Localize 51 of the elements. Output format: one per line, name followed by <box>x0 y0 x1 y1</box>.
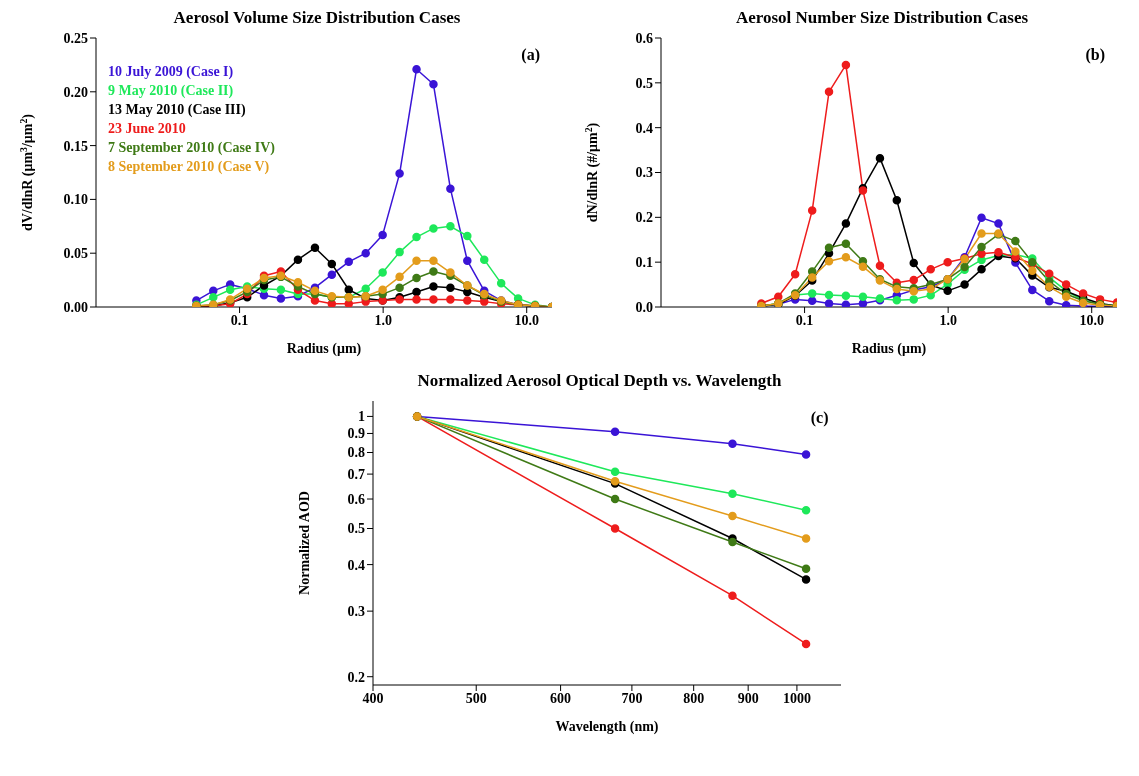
text: 8 September 2010 (Case V) <box>108 158 271 176</box>
x-tick-label: 1000 <box>782 690 811 706</box>
y-axis-title: Normalized AOD <box>296 491 312 595</box>
x-tick-label: 10.0 <box>1079 312 1104 328</box>
x-tick-label: 500 <box>465 690 487 706</box>
x-tick-label: 0.1 <box>230 312 249 328</box>
y-tick-label: 0.8 <box>347 445 365 461</box>
x-tick-label: 10.0 <box>514 312 539 328</box>
y-tick-label: 0.6 <box>635 30 653 46</box>
annotation: (b) <box>1085 46 1105 64</box>
y-tick-label: 0.1 <box>635 255 653 271</box>
x-tick-label: 400 <box>362 690 383 706</box>
annotation: (c) <box>810 409 829 427</box>
chart-title: Normalized Aerosol Optical Depth vs. Wavelength <box>416 371 783 392</box>
y-tick-label: 0.15 <box>63 138 88 154</box>
x-tick-label: 900 <box>737 690 759 706</box>
y-tick-label: 0.25 <box>63 30 88 46</box>
y-tick-label: 0.7 <box>347 467 365 483</box>
y-tick-label: 0.5 <box>347 521 365 537</box>
y-tick-label: 0.05 <box>63 246 88 262</box>
y-tick-label: 0.0 <box>635 299 653 315</box>
text: 7 September 2010 (Case IV) <box>108 139 275 157</box>
y-tick-label: 0.00 <box>63 299 88 315</box>
x-axis-title: Radius (μm) <box>851 341 927 357</box>
x-tick-label: 700 <box>620 690 642 706</box>
x-tick-label: 600 <box>549 690 571 706</box>
y-tick-label: 0.2 <box>635 210 653 226</box>
y-tick-label: 0.9 <box>347 426 365 442</box>
x-axis-title: Radius (μm) <box>286 341 362 357</box>
y-tick-label: 0.3 <box>635 165 653 181</box>
y-tick-label: 0.4 <box>347 557 365 573</box>
text: 10 July 2009 (Case I) <box>108 63 235 81</box>
y-tick-label: 0.6 <box>347 492 365 507</box>
annotation: (a) <box>521 46 540 64</box>
y-tick-label: 1 <box>357 409 365 425</box>
y-tick-label: 0.4 <box>635 120 653 136</box>
text: 13 May 2010 (Case III) <box>108 101 247 119</box>
y-tick-label: 0.10 <box>63 192 88 208</box>
x-tick-label: 1.0 <box>374 312 392 328</box>
text: 23 June 2010 <box>108 120 187 138</box>
x-tick-label: 1.0 <box>939 312 957 328</box>
y-tick-label: 0.2 <box>347 669 365 685</box>
x-tick-label: 0.1 <box>795 312 814 328</box>
chart-title: Aerosol Volume Size Distribution Cases <box>172 8 462 29</box>
chart-title: Aerosol Number Size Distribution Cases <box>734 8 1030 29</box>
x-axis-title: Wavelength (nm) <box>554 719 659 735</box>
y-tick-label: 0.5 <box>635 75 653 91</box>
text: 9 May 2010 (Case II) <box>108 82 235 100</box>
y-tick-label: 0.3 <box>347 604 365 620</box>
x-tick-label: 800 <box>682 690 704 706</box>
y-tick-label: 0.20 <box>63 84 88 100</box>
